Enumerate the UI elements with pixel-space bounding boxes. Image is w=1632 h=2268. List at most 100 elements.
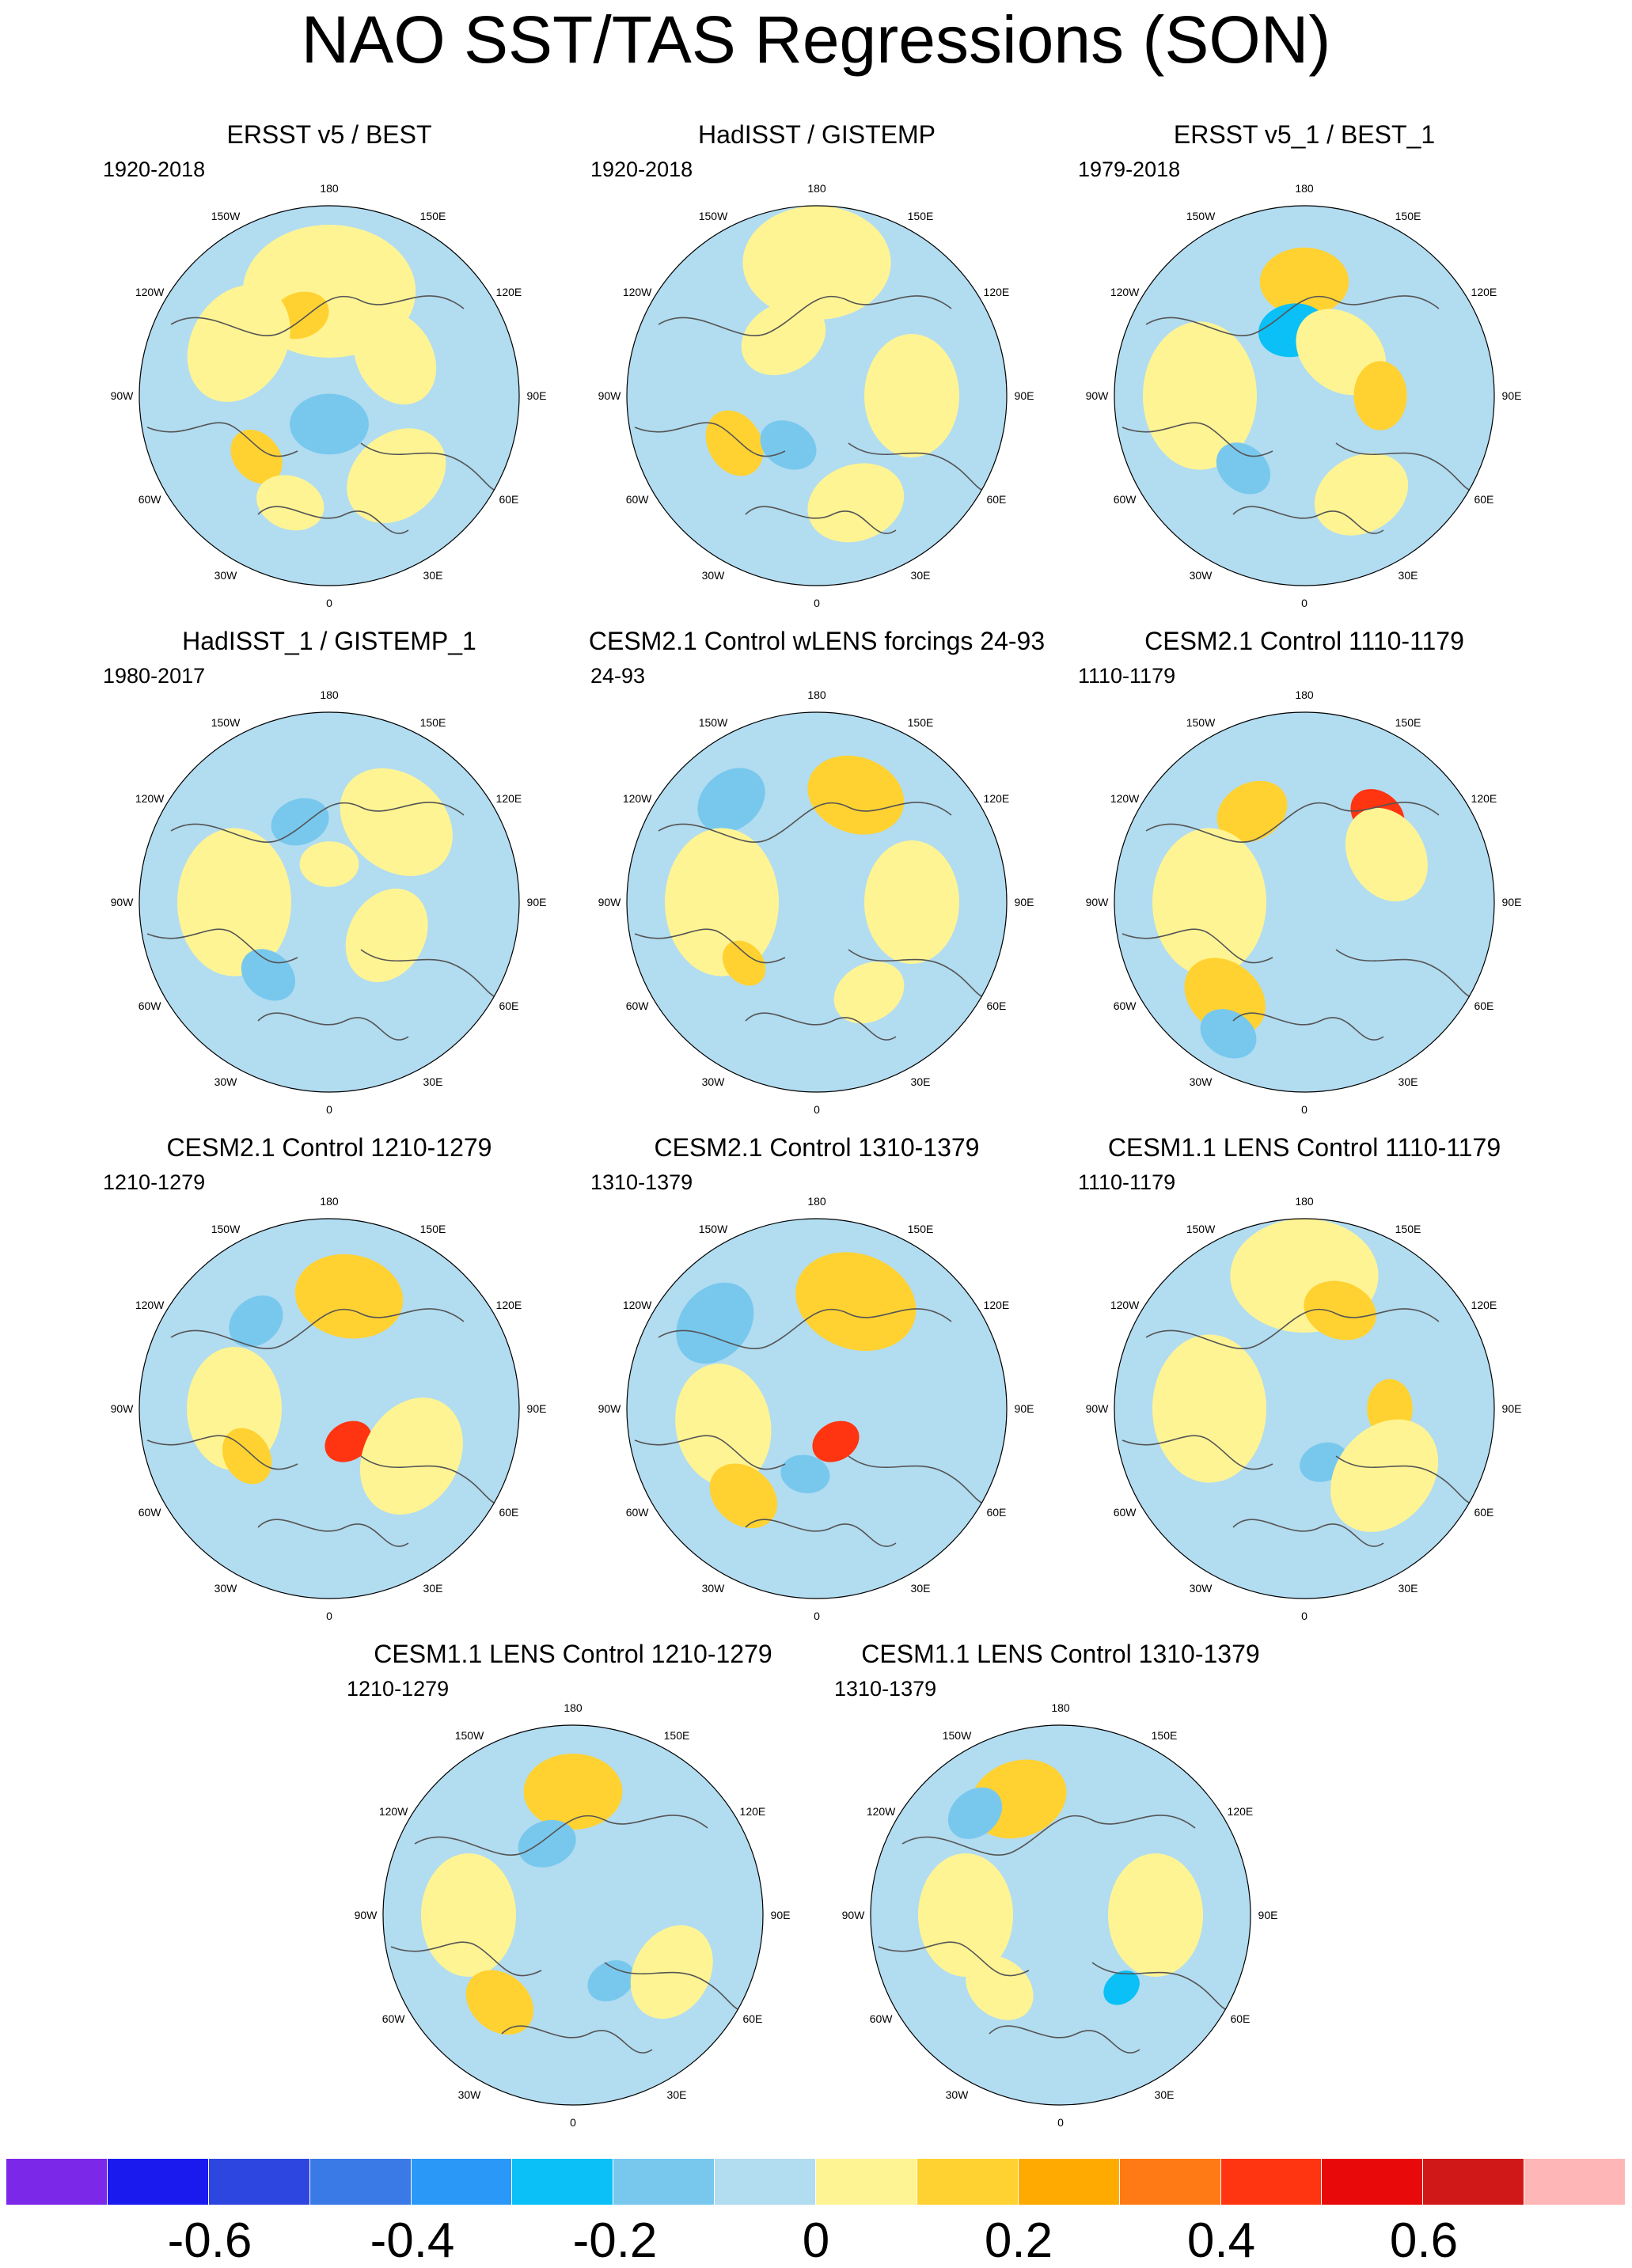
anomaly-region <box>354 310 437 405</box>
longitude-label: 150E <box>420 1223 446 1235</box>
longitude-label: 180 <box>807 1195 826 1208</box>
longitude-label: 60E <box>1474 999 1493 1012</box>
map-panel-6: CESM2.1 Control 1110-1179 1110-1179 180 1… <box>1051 625 1558 1132</box>
anomaly-region <box>1108 1853 1203 1977</box>
coastline <box>1122 928 1273 964</box>
longitude-label: 90W <box>111 1402 135 1415</box>
map-boundary <box>870 1724 1251 2106</box>
colorbar-swatch <box>1018 2159 1120 2205</box>
panel-period: 1920-2018 <box>590 157 693 181</box>
anomaly-region <box>807 463 905 543</box>
longitude-label: 150E <box>1395 210 1421 222</box>
longitude-label: 120W <box>623 286 652 298</box>
longitude-label: 90E <box>1015 896 1034 908</box>
panel-period: 1210-1279 <box>103 1170 206 1194</box>
coastline <box>604 1962 756 2012</box>
longitude-label: 0 <box>1301 1610 1307 1622</box>
longitude-label: 90W <box>842 1909 866 1921</box>
longitude-label: 90E <box>1258 1909 1278 1921</box>
panel-title: CESM2.1 Control 1110-1179 <box>1144 627 1464 655</box>
colorbar-swatch <box>1423 2159 1525 2205</box>
longitude-label: 60E <box>499 493 518 506</box>
coastline <box>1145 1308 1440 1349</box>
longitude-label: 0 <box>326 597 332 609</box>
anomaly-region <box>709 1463 778 1529</box>
coastline <box>1232 1012 1384 1041</box>
colorbar-swatch <box>6 2159 108 2205</box>
coastline <box>1335 1455 1487 1506</box>
map-panel-3: ERSST v5_1 / BEST_1 1979-2018 180 150E 120… <box>1051 119 1558 625</box>
longitude-label: 30E <box>911 569 931 582</box>
longitude-label: 150E <box>908 1223 934 1235</box>
longitude-label: 90W <box>598 1402 622 1415</box>
anomaly-region <box>271 798 329 846</box>
coastline <box>634 422 786 457</box>
longitude-label: 60W <box>382 2012 406 2025</box>
longitude-label: 30W <box>702 1582 726 1595</box>
longitude-label: 60W <box>139 1506 162 1519</box>
panel-period: 1980-2017 <box>103 664 206 688</box>
longitude-label: 180 <box>320 1195 339 1208</box>
panel-title: CESM2.1 Control 1310-1379 <box>654 1133 980 1162</box>
coastline <box>501 2025 653 2054</box>
coastline <box>1145 802 1440 843</box>
longitude-label: 30E <box>423 569 443 582</box>
anomaly-region <box>325 1420 372 1462</box>
coastline <box>634 928 786 964</box>
anomaly-region <box>1152 1334 1266 1483</box>
map-panel-8: CESM2.1 Control 1310-1379 1310-1379 180 1… <box>564 1132 1070 1638</box>
longitude-label: 60E <box>742 2012 762 2025</box>
longitude-label: 30E <box>911 1075 931 1088</box>
longitude-label: 90W <box>598 896 622 908</box>
panel-title: CESM1.1 LENS Control 1310-1379 <box>861 1640 1260 1668</box>
map-panel-5: CESM2.1 Control wLENS forcings 24-93 24-… <box>564 625 1070 1132</box>
longitude-label: 150W <box>1186 716 1216 729</box>
longitude-label: 150E <box>420 716 446 729</box>
anomaly-region <box>256 475 325 531</box>
longitude-label: 30W <box>458 2088 482 2101</box>
longitude-label: 60W <box>1114 493 1137 506</box>
longitude-label: 30E <box>1399 569 1418 582</box>
anomaly-region <box>947 1787 1003 1839</box>
anomaly-region <box>347 428 446 523</box>
colorbar-swatch <box>1119 2159 1221 2205</box>
panel-period: 1110-1179 <box>1078 664 1176 688</box>
coastline <box>745 1519 897 1547</box>
longitude-label: 30E <box>1399 1075 1418 1088</box>
anomaly-region <box>795 1252 917 1352</box>
anomaly-region <box>665 828 779 977</box>
polar-map: 180 150E 120E 90E 60E 30E 0 30W 60W 90W 120W 150W <box>111 182 547 609</box>
longitude-label: 60E <box>499 1506 518 1519</box>
polar-map: 180 150E 120E 90E 60E 30E 0 30W 60W 90W 120W 150W <box>842 1701 1278 2129</box>
longitude-label: 60E <box>1230 2012 1250 2025</box>
longitude-label: 150E <box>1395 1223 1421 1235</box>
longitude-label: 120E <box>1228 1805 1254 1818</box>
polar-map: 180 150E 120E 90E 60E 30E 0 30W 60W 90W 120W 150W <box>111 1195 547 1622</box>
anomaly-region <box>177 828 291 977</box>
colorbar-swatch <box>613 2159 715 2205</box>
longitude-label: 180 <box>320 688 339 701</box>
longitude-label: 60E <box>986 999 1006 1012</box>
longitude-label: 30E <box>911 1582 931 1595</box>
longitude-label: 90E <box>1015 1402 1034 1415</box>
colorbar-swatch <box>1322 2159 1424 2205</box>
longitude-label: 60W <box>1114 1506 1137 1519</box>
anomaly-region <box>833 961 905 1024</box>
longitude-label: 30W <box>1190 569 1213 582</box>
longitude-label: 150W <box>1186 210 1216 222</box>
colorbar-swatch <box>917 2159 1019 2205</box>
longitude-label: 90W <box>111 896 135 908</box>
longitude-label: 0 <box>1301 1103 1307 1116</box>
panel-period: 1310-1379 <box>590 1170 693 1194</box>
polar-map: 180 150E 120E 90E 60E 30E 0 30W 60W 90W 120W 150W <box>598 1195 1034 1622</box>
coastline <box>390 1941 542 1977</box>
panel-title: CESM1.1 LENS Control 1110-1179 <box>1107 1133 1501 1162</box>
coastline <box>1122 422 1273 457</box>
main-title: NAO SST/TAS Regressions (SON) <box>301 2 1331 77</box>
panel-period: 1920-2018 <box>103 157 206 181</box>
anomaly-region <box>1216 780 1288 843</box>
anomaly-region <box>1330 1419 1439 1532</box>
map-boundary <box>382 1724 764 2106</box>
longitude-label: 30E <box>423 1075 443 1088</box>
coastline <box>360 442 512 493</box>
